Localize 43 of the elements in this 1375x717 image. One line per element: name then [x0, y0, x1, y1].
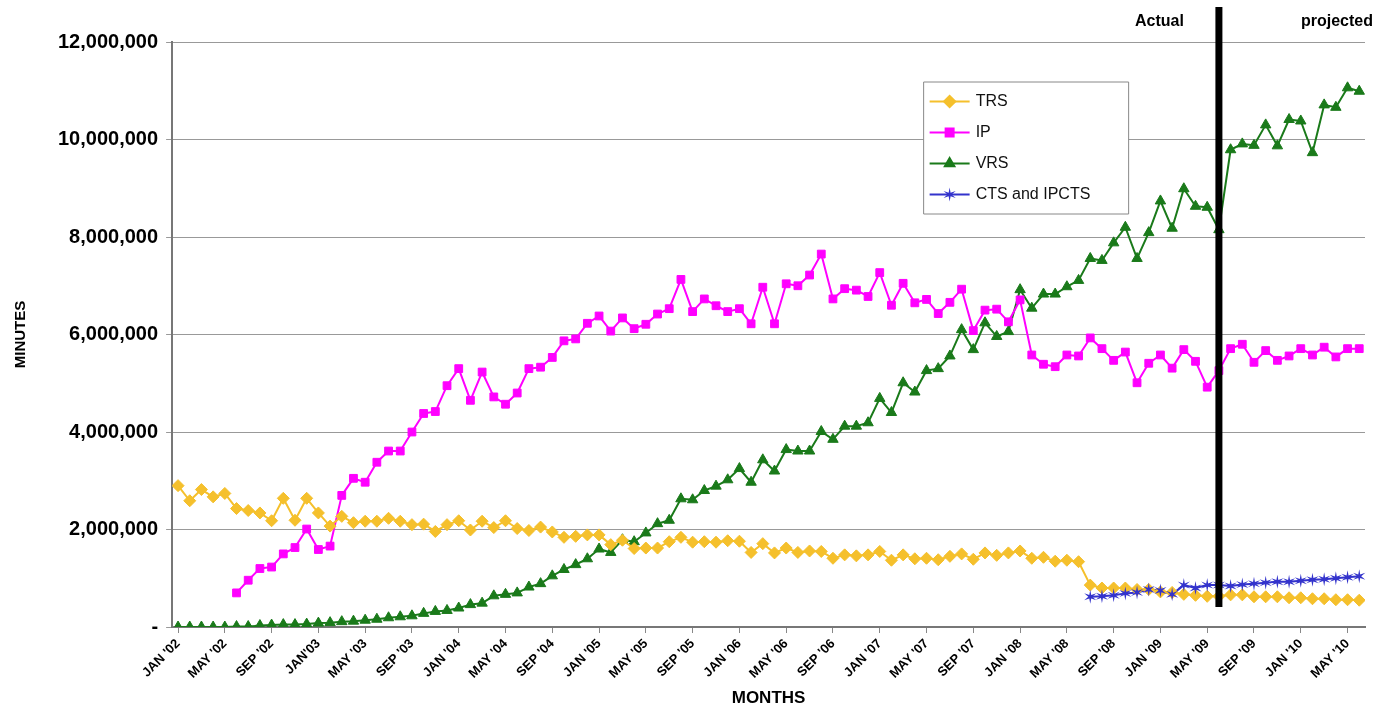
- legend-label: IP: [975, 122, 991, 140]
- point: [1095, 589, 1109, 604]
- point: [1201, 578, 1214, 593]
- legend-label: TRS: [975, 91, 1008, 109]
- x-tick-label: SEP '09: [1214, 635, 1259, 680]
- text: Actual: [1135, 12, 1184, 30]
- point: [1224, 579, 1237, 594]
- point: [1236, 577, 1249, 592]
- point: [1130, 585, 1144, 600]
- point: [1318, 572, 1331, 587]
- legend-label: VRS: [975, 153, 1009, 171]
- y-tick-label: -: [151, 614, 159, 637]
- point: [1341, 570, 1354, 585]
- x-tick-label: SEP '04: [513, 635, 558, 680]
- y-tick-label: 10,000,000: [57, 127, 159, 150]
- point: [1247, 576, 1261, 591]
- point: [1259, 575, 1272, 590]
- y-tick-label: 2,000,000: [69, 517, 159, 540]
- legend-label: CTS and IPCTS: [975, 184, 1091, 202]
- x-tick-label: SEP '08: [1074, 635, 1119, 680]
- x-tick-label: SEP '05: [653, 635, 698, 680]
- x-tick-label: SEP '03: [372, 635, 417, 680]
- x-tick-label: SEP '06: [793, 635, 838, 680]
- point: [1119, 586, 1132, 601]
- point: [1329, 571, 1342, 586]
- y-tick-label: 8,000,000: [69, 224, 159, 247]
- point: [1271, 574, 1284, 589]
- point: [1294, 573, 1307, 588]
- x-tick-label: SEP '07: [934, 635, 978, 680]
- y-tick-label: 6,000,000: [69, 322, 159, 345]
- point: [1177, 578, 1190, 593]
- point: [1189, 581, 1202, 596]
- x-axis-title: MONTHS: [731, 688, 806, 708]
- point: [1283, 574, 1296, 589]
- x-tick-label: SEP '02: [232, 635, 277, 680]
- y-axis-title: MINUTES: [11, 300, 29, 369]
- point: [1107, 588, 1120, 603]
- point: [1353, 569, 1366, 584]
- y-tick-label: 4,000,000: [69, 419, 159, 442]
- text: projected: [1300, 12, 1373, 30]
- point: [1084, 589, 1097, 604]
- y-tick-label: 12,000,000: [57, 29, 159, 52]
- point: [1306, 572, 1319, 587]
